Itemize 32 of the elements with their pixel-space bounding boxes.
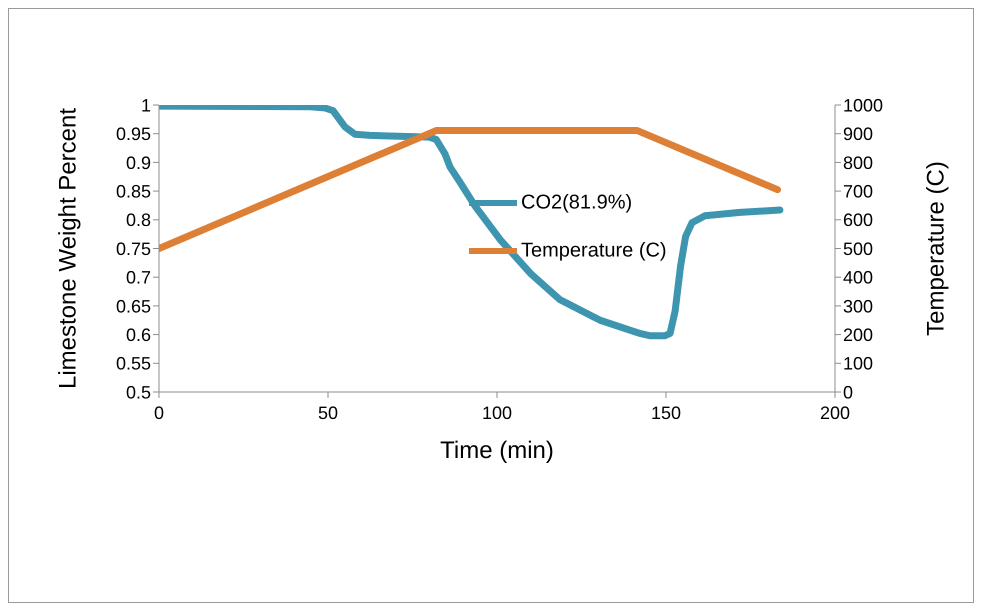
y-tick-label: 0.6	[126, 324, 151, 345]
x-tick-label: 150	[650, 402, 682, 423]
x-tick-label: 50	[318, 402, 338, 423]
y-axis-title: Limestone Weight Percent	[54, 108, 82, 390]
y2-tick-label: 800	[843, 152, 874, 173]
y2-axis-title: Temperature (C)	[922, 161, 950, 336]
y2-tick-label: 900	[843, 124, 874, 144]
y-tick-label: 0.65	[116, 296, 151, 316]
y-tick-label: 0.95	[116, 124, 151, 144]
x-tick-label: 0	[154, 402, 164, 423]
y2-tick-label: 600	[843, 210, 874, 230]
y2-tick-label: 400	[843, 268, 874, 288]
legend-label: CO2(81.9%)	[521, 191, 632, 214]
y2-tick-label: 0	[843, 382, 854, 402]
y2-tick-label: 500	[843, 238, 874, 259]
y2-tick-label: 700	[843, 181, 874, 202]
x-tick-label: 200	[820, 402, 850, 423]
y-tick-label: 0.9	[126, 152, 151, 173]
y-tick-label: 0.5	[126, 382, 151, 402]
legend-label: Temperature (C)	[521, 239, 667, 262]
x-tick-label: 100	[482, 402, 512, 423]
y-tick-label: 1	[140, 95, 151, 116]
y-tick-label: 0.85	[116, 181, 151, 202]
y-tick-label: 0.8	[126, 210, 151, 230]
y2-tick-label: 200	[843, 324, 874, 345]
y-tick-label: 0.7	[126, 268, 151, 288]
y-tick-label: 0.75	[116, 238, 151, 259]
y2-tick-label: 300	[843, 296, 874, 316]
y2-tick-label: 100	[843, 354, 874, 374]
y2-tick-label: 1000	[843, 95, 884, 116]
x-axis-title: Time (min)	[440, 437, 554, 464]
y-tick-label: 0.55	[116, 354, 151, 374]
